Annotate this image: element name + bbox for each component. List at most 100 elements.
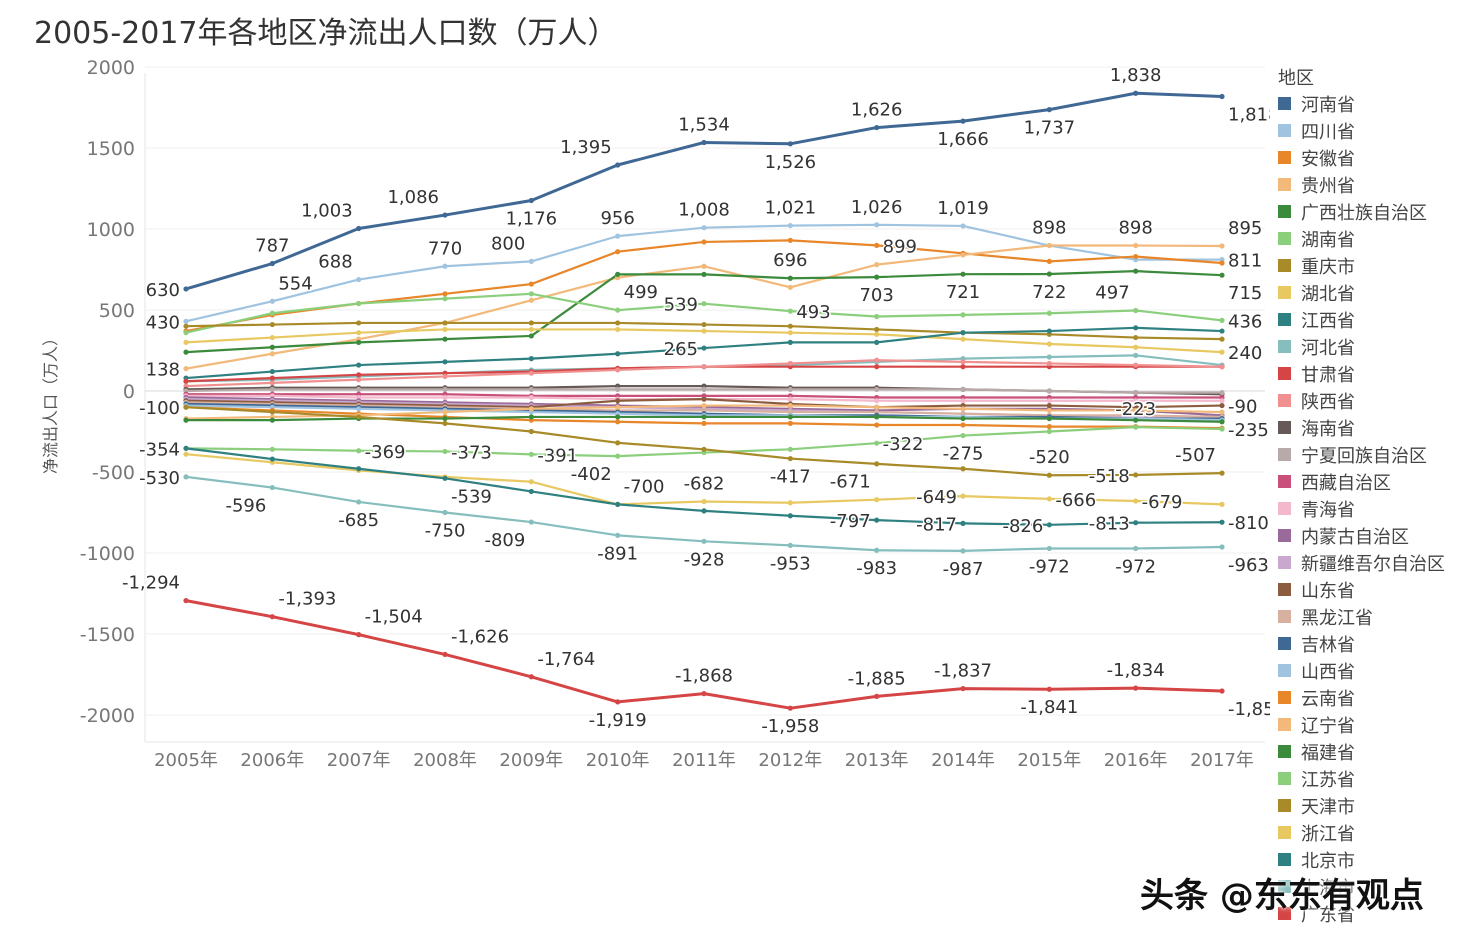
data-label: -671 <box>830 472 871 493</box>
data-point <box>1133 520 1139 526</box>
data-label: 1,008 <box>678 200 730 221</box>
legend-item: 辽宁省 <box>1278 711 1468 738</box>
legend-title: 地区 <box>1278 68 1314 89</box>
data-point <box>183 349 189 355</box>
legend-item: 陕西省 <box>1278 387 1468 414</box>
data-label: 1,526 <box>765 152 817 173</box>
data-label: -235 <box>1228 420 1269 441</box>
data-point <box>615 320 621 326</box>
legend-label: 河南省 <box>1301 94 1355 116</box>
data-point <box>1219 426 1225 432</box>
data-point <box>960 252 966 258</box>
data-point <box>356 372 362 378</box>
data-point <box>442 509 448 516</box>
legend-item: 贵州省 <box>1278 171 1468 198</box>
data-point <box>1046 398 1052 404</box>
data-point <box>701 301 707 307</box>
data-label: 430 <box>146 312 180 333</box>
data-point <box>1133 352 1139 358</box>
data-point <box>356 276 362 283</box>
data-label: -322 <box>883 434 924 455</box>
y-tick-label: -1500 <box>80 624 135 646</box>
data-point <box>269 484 275 491</box>
data-point <box>269 368 275 375</box>
legend-item: 湖北省 <box>1278 279 1468 306</box>
legend-item: 广东省 <box>1278 900 1468 927</box>
legend-label: 福建省 <box>1301 742 1355 764</box>
data-label: -539 <box>451 486 492 507</box>
data-point <box>1133 398 1139 404</box>
data-label: 493 <box>796 302 830 323</box>
x-tick-label: 2013年 <box>845 750 909 771</box>
data-point <box>1133 390 1139 396</box>
data-point <box>442 359 448 365</box>
data-label: -649 <box>916 487 957 508</box>
legend-label: 浙江省 <box>1301 823 1355 845</box>
data-point <box>183 323 189 329</box>
y-axis: 2000 1500 1000 500 0 -500 -1000 -1500 -2000 <box>80 57 135 727</box>
data-point <box>615 233 621 239</box>
data-label: -813 <box>1089 514 1130 535</box>
data-point <box>528 451 534 457</box>
data-point <box>701 139 707 146</box>
legend-item: 四川省 <box>1278 117 1468 144</box>
data-point <box>787 446 793 452</box>
data-point <box>1219 470 1225 476</box>
data-label: -373 <box>451 442 492 463</box>
data-label: -700 <box>624 476 665 497</box>
data-point <box>183 417 189 423</box>
data-point <box>1046 310 1052 316</box>
legend-swatch <box>1278 799 1291 812</box>
legend-item: 山东省 <box>1278 576 1468 603</box>
legend-item: 吉林省 <box>1278 630 1468 657</box>
data-label: -223 <box>1115 399 1156 420</box>
data-point <box>1046 424 1052 430</box>
data-point <box>356 448 362 454</box>
legend-label: 甘肃省 <box>1301 364 1355 386</box>
legend-label: 内蒙古自治区 <box>1301 526 1409 548</box>
data-point <box>874 422 880 428</box>
data-point <box>701 271 707 277</box>
legend-swatch <box>1278 394 1291 407</box>
data-point <box>269 386 275 392</box>
legend-label: 江苏省 <box>1301 769 1355 791</box>
data-point <box>874 404 880 410</box>
data-label: -275 <box>943 444 984 465</box>
data-point <box>1219 398 1225 404</box>
data-point <box>356 300 362 307</box>
data-label: -1,958 <box>761 716 819 737</box>
data-label: 240 <box>1228 343 1262 364</box>
data-point <box>1219 364 1225 370</box>
legend-label: 重庆市 <box>1301 256 1355 278</box>
data-point <box>874 339 880 345</box>
data-label: 688 <box>318 252 352 273</box>
data-point <box>874 357 880 363</box>
data-label: -983 <box>856 558 897 579</box>
data-point <box>615 307 621 313</box>
data-point <box>1046 388 1052 394</box>
data-point <box>787 396 793 402</box>
data-point <box>356 225 362 232</box>
data-label: -750 <box>425 521 466 542</box>
data-point <box>960 520 966 526</box>
data-point <box>442 409 448 415</box>
data-point <box>960 415 966 422</box>
legend-swatch <box>1278 583 1291 596</box>
data-point <box>356 362 362 368</box>
data-point <box>269 334 275 341</box>
data-point <box>615 419 621 425</box>
data-point <box>356 414 362 420</box>
data-point <box>960 685 966 692</box>
data-point <box>1219 336 1225 342</box>
data-point <box>442 386 448 392</box>
data-point <box>787 141 793 147</box>
data-label: 895 <box>1228 218 1262 239</box>
data-point <box>356 377 362 383</box>
data-point <box>701 498 707 505</box>
x-tick-label: 2008年 <box>413 750 477 771</box>
data-label: -1,393 <box>278 589 336 610</box>
legend-swatch <box>1278 232 1291 245</box>
legend-swatch <box>1278 529 1291 542</box>
data-label: -402 <box>571 464 612 485</box>
data-point <box>356 330 362 336</box>
